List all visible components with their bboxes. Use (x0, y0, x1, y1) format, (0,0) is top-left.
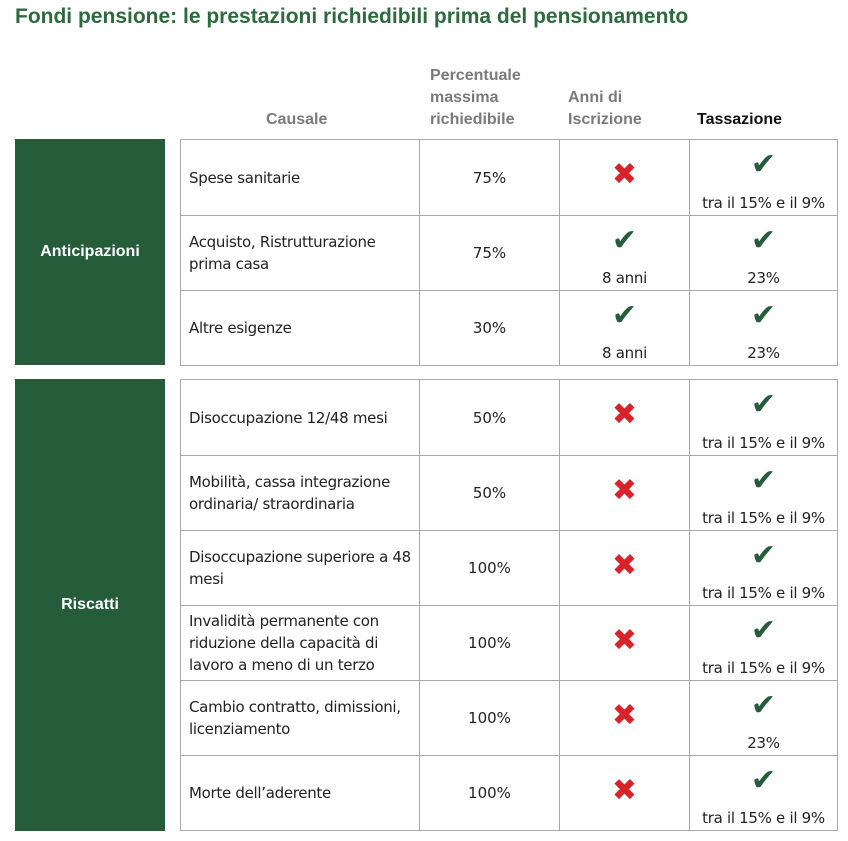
cell-percentuale: 100% (419, 531, 559, 605)
cell-tassazione: ✔ tra il 15% e il 9% (689, 756, 837, 830)
header-tassazione: Tassazione (697, 111, 783, 128)
check-icon: ✔ (750, 613, 777, 648)
check-icon: ✔ (750, 688, 777, 723)
cell-causale: Morte dell’aderente (189, 784, 331, 802)
cell-anni: ✖ (559, 756, 689, 830)
cross-icon: ✖ (611, 397, 638, 432)
table-row: Disoccupazione superiore a 48 mesi 100% ✖ ✔… (181, 530, 837, 605)
page-title: Fondi pensione: le prestazioni richiedib… (15, 5, 689, 28)
check-icon: ✔ (750, 763, 777, 798)
table-row: Cambio contratto, dimissioni, licenziame… (181, 680, 837, 755)
cell-percentuale: 100% (419, 681, 559, 755)
cell-causale: Spese sanitarie (189, 168, 300, 187)
cell-causale: Acquisto, Ristrutturazione prima casa (189, 233, 376, 273)
cross-icon: ✖ (611, 473, 638, 508)
tassazione-text: tra il 15% e il 9% (702, 194, 825, 212)
cell-causale: Disoccupazione 12/48 mesi (189, 408, 388, 427)
tassazione-text: tra il 15% e il 9% (702, 509, 825, 527)
cross-icon: ✖ (611, 698, 638, 733)
check-icon: ✔ (750, 223, 777, 258)
tassazione-text: 23% (747, 269, 780, 287)
tassazione-text: 23% (747, 344, 780, 362)
group-riscatti: Riscatti (15, 379, 165, 831)
tassazione-text: tra il 15% e il 9% (702, 809, 825, 827)
cell-percentuale: 30% (419, 291, 559, 365)
table-row: Mobilità, cassa integrazione ordinaria/ … (181, 455, 837, 530)
cell-tassazione: ✔ tra il 15% e il 9% (689, 380, 837, 455)
tassazione-text: tra il 15% e il 9% (702, 584, 825, 602)
check-icon: ✔ (611, 223, 638, 258)
cell-anni: ✖ (559, 140, 689, 215)
check-icon: ✔ (750, 538, 777, 573)
header-anni: Anni di Iscrizione (568, 89, 642, 128)
cell-causale: Disoccupazione superiore a 48 mesi (189, 548, 411, 588)
cell-tassazione: ✔ 23% (689, 291, 837, 365)
cross-icon: ✖ (611, 623, 638, 658)
cell-anni: ✖ (559, 531, 689, 605)
check-icon: ✔ (750, 463, 777, 498)
cell-causale: Cambio contratto, dimissioni, licenziame… (189, 698, 401, 738)
tassazione-text: tra il 15% e il 9% (702, 434, 825, 452)
cell-percentuale: 75% (419, 140, 559, 215)
cell-anni: ✔ 8 anni (559, 216, 689, 290)
cell-tassazione: ✔ tra il 15% e il 9% (689, 456, 837, 530)
cell-tassazione: ✔ tra il 15% e il 9% (689, 140, 837, 215)
cell-tassazione: ✔ 23% (689, 216, 837, 290)
cell-anni: ✖ (559, 380, 689, 455)
cell-causale: Mobilità, cassa integrazione ordinaria/ … (189, 473, 390, 513)
cell-anni: ✖ (559, 456, 689, 530)
table-row: Morte dell’aderente 100% ✖ ✔ tra il 15% e il… (181, 755, 837, 830)
cell-percentuale: 50% (419, 456, 559, 530)
header-causale: Causale (266, 111, 328, 128)
table-row: Disoccupazione 12/48 mesi 50% ✖ ✔ tra il 15%… (181, 380, 837, 455)
table-riscatti: Disoccupazione 12/48 mesi 50% ✖ ✔ tra il 15%… (180, 379, 838, 831)
table-row: Acquisto, Ristrutturazione prima casa 75%… (181, 215, 837, 290)
cell-causale: Altre esigenze (189, 319, 292, 337)
cell-causale: Invalidità permanente con riduzione dell… (189, 612, 379, 674)
cell-percentuale: 50% (419, 380, 559, 455)
anni-text: 8 anni (602, 269, 647, 287)
group-anticipazioni: Anticipazioni (15, 139, 165, 365)
header-percentuale: Percentuale massima richiedibile (430, 67, 521, 128)
cell-tassazione: ✔ 23% (689, 681, 837, 755)
cross-icon: ✖ (611, 548, 638, 583)
cross-icon: ✖ (611, 157, 638, 192)
tassazione-text: tra il 15% e il 9% (702, 659, 825, 677)
table-row: Spese sanitarie 75% ✖ ✔ tra il 15% e il 9% (181, 140, 837, 215)
anni-text: 8 anni (602, 344, 647, 362)
check-icon: ✔ (750, 147, 777, 182)
check-icon: ✔ (750, 298, 777, 333)
cell-percentuale: 100% (419, 606, 559, 680)
cell-anni: ✖ (559, 681, 689, 755)
check-icon: ✔ (611, 298, 638, 333)
cell-anni: ✔ 8 anni (559, 291, 689, 365)
cell-tassazione: ✔ tra il 15% e il 9% (689, 606, 837, 680)
cell-percentuale: 75% (419, 216, 559, 290)
cell-percentuale: 100% (419, 756, 559, 830)
table-anticipazioni: Spese sanitarie 75% ✖ ✔ tra il 15% e il 9% Ac… (180, 139, 838, 366)
cell-tassazione: ✔ tra il 15% e il 9% (689, 531, 837, 605)
cross-icon: ✖ (611, 773, 638, 808)
tassazione-text: 23% (747, 734, 780, 752)
table-row: Altre esigenze 30% ✔ 8 anni ✔ 23% (181, 290, 837, 365)
check-icon: ✔ (750, 387, 777, 422)
table-row: Invalidità permanente con riduzione dell… (181, 605, 837, 680)
cell-anni: ✖ (559, 606, 689, 680)
